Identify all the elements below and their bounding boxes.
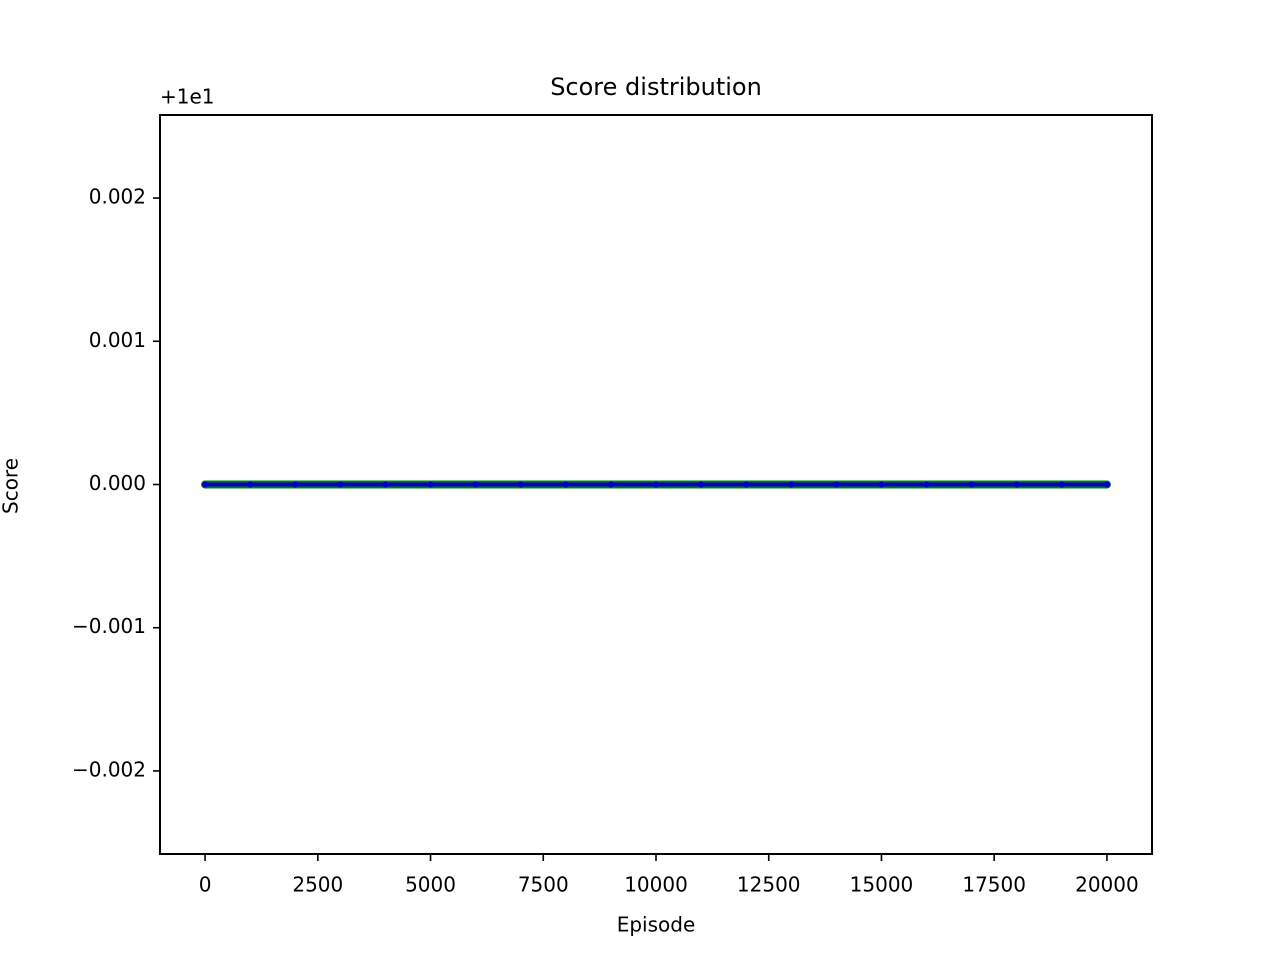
x-tick-label: 5000: [405, 873, 456, 897]
x-tick-label: 20000: [1075, 873, 1139, 897]
y-tick-label: 0.000: [89, 471, 146, 495]
x-tick-label: 10000: [624, 873, 688, 897]
x-tick-label: 2500: [292, 873, 343, 897]
y-tick-label: −0.002: [72, 757, 146, 781]
y-offset-label: +1e1: [160, 85, 215, 109]
x-tick-label: 12500: [737, 873, 801, 897]
y-tick-label: −0.001: [72, 614, 146, 638]
x-tick-label: 15000: [850, 873, 914, 897]
x-tick-label: 0: [199, 873, 212, 897]
x-tick-label: 7500: [518, 873, 569, 897]
x-axis-label: Episode: [617, 913, 696, 937]
y-tick-label: 0.001: [89, 328, 146, 352]
x-tick-label: 17500: [962, 873, 1026, 897]
chart-title: Score distribution: [550, 73, 762, 101]
y-axis-label: Score: [0, 458, 23, 514]
y-tick-label: 0.002: [89, 185, 146, 209]
